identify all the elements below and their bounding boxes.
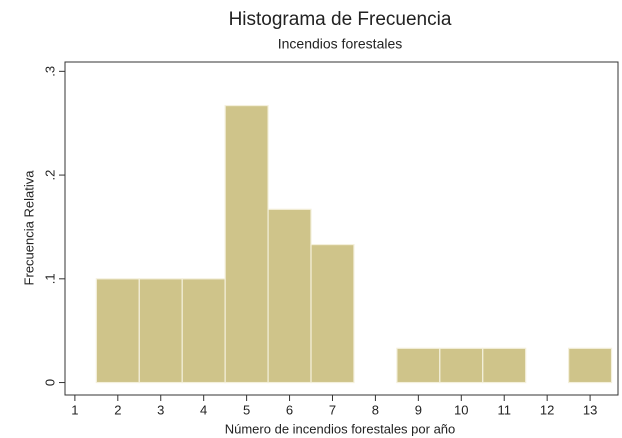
x-tick-label: 4 xyxy=(200,402,207,417)
chart-subtitle: Incendios forestales xyxy=(278,36,403,52)
x-tick-label: 7 xyxy=(329,402,336,417)
x-tick-label: 9 xyxy=(415,402,422,417)
bar xyxy=(396,347,441,384)
y-tick-label: .3 xyxy=(42,66,57,77)
bar xyxy=(482,347,527,384)
bar xyxy=(95,278,140,384)
bar xyxy=(181,278,226,384)
x-tick-label: 2 xyxy=(114,402,121,417)
bar xyxy=(224,104,269,384)
x-tick-label: 11 xyxy=(497,402,511,417)
y-tick-label: 0 xyxy=(42,379,57,386)
x-tick-label: 5 xyxy=(243,402,250,417)
y-axis-label: Frecuencia Relativa xyxy=(21,170,36,286)
x-tick-label: 13 xyxy=(583,402,597,417)
bar xyxy=(267,208,312,384)
x-tick-label: 3 xyxy=(157,402,164,417)
x-tick-label: 10 xyxy=(454,402,468,417)
chart-title: Histograma de Frecuencia xyxy=(229,9,452,30)
bar xyxy=(568,347,613,384)
x-tick-label: 12 xyxy=(540,402,554,417)
x-axis-label: Número de incendios forestales por año xyxy=(225,421,456,436)
bar xyxy=(138,278,183,384)
y-tick-label: .2 xyxy=(42,170,57,181)
bar xyxy=(310,243,355,384)
y-tick-label: .1 xyxy=(42,273,57,284)
x-tick-label: 6 xyxy=(286,402,293,417)
bar xyxy=(439,347,484,384)
x-tick-label: 1 xyxy=(71,402,78,417)
x-tick-label: 8 xyxy=(372,402,379,417)
